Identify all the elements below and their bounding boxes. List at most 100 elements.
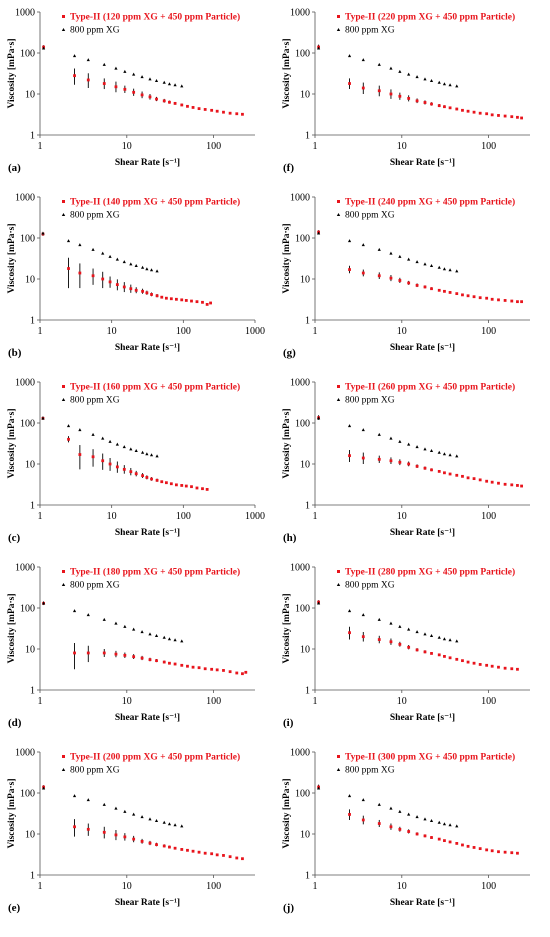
type2-point <box>423 650 427 654</box>
type2-point <box>174 297 178 301</box>
y-tick-label: 100 <box>295 419 310 430</box>
legend-type2-marker <box>62 570 65 573</box>
xg800-point <box>86 58 90 62</box>
type2-point <box>78 453 82 456</box>
xg800-point <box>389 251 393 255</box>
xg800-point <box>415 815 419 819</box>
y-tick-label: 1000 <box>15 8 35 19</box>
type2-point <box>195 300 199 304</box>
xg800-point <box>122 445 126 449</box>
y-axis-title: Viscosity [mPa·s] <box>282 778 292 848</box>
type2-point <box>437 837 441 841</box>
legend-type2-label: Type-II (200 ppm XG + 450 ppm Particle) <box>70 752 240 763</box>
type2-point <box>114 833 118 837</box>
type2-point <box>415 832 419 836</box>
type2-point <box>140 839 144 843</box>
legend-type2-label: Type-II (280 ppm XG + 450 ppm Particle) <box>345 567 515 578</box>
y-tick-label: 10 <box>25 275 35 286</box>
type2-point <box>503 114 507 118</box>
legend-type2-label: Type-II (160 ppm XG + 450 ppm Particle) <box>70 382 240 393</box>
type2-point <box>443 654 446 658</box>
x-tick-label: 10 <box>397 141 407 152</box>
type2-point <box>466 109 470 113</box>
xg800-point <box>167 822 172 826</box>
xg800-point <box>114 66 118 70</box>
type2-point <box>129 470 133 474</box>
type2-point <box>197 107 201 111</box>
xg800-point <box>123 809 127 813</box>
type2-point <box>430 652 433 655</box>
type2-point <box>222 110 225 114</box>
type2-point <box>108 280 112 284</box>
x-axis-title: Shear Rate [s⁻¹] <box>115 713 180 723</box>
type2-point <box>73 651 76 655</box>
type2-point <box>173 101 177 105</box>
xg800-point <box>316 231 321 235</box>
xg800-point <box>41 231 45 235</box>
xg800-point <box>86 613 90 617</box>
type2-point <box>203 667 207 671</box>
x-axis-title: Shear Rate [s⁻¹] <box>390 528 455 538</box>
legend-type2-label: Type-II (180 ppm XG + 450 ppm Particle) <box>70 567 240 578</box>
xg800-point <box>442 637 447 641</box>
type2-point <box>448 106 452 110</box>
type2-point <box>510 483 514 487</box>
legend-type2-marker <box>62 755 65 758</box>
type2-point <box>448 472 452 476</box>
type2-point <box>210 667 214 671</box>
xg800-point <box>361 613 365 617</box>
y-tick-label: 1 <box>305 686 310 697</box>
xg800-point <box>167 82 172 86</box>
type2-point <box>485 296 489 300</box>
y-tick-label: 1 <box>30 686 35 697</box>
xg800-point <box>41 416 45 420</box>
type2-point <box>67 267 70 270</box>
xg800-point <box>361 798 365 802</box>
xg800-point <box>180 639 184 643</box>
y-tick-label: 10 <box>25 460 35 471</box>
legend-type2-label: Type-II (240 ppm XG + 450 ppm Particle) <box>345 197 515 208</box>
panel-letter: (c) <box>8 532 21 544</box>
type2-point <box>443 471 446 475</box>
xg800-point <box>377 62 381 66</box>
type2-point <box>145 291 149 295</box>
y-tick-label: 10 <box>300 90 310 101</box>
xg800-point <box>173 823 177 827</box>
xg800-point <box>148 817 152 821</box>
type2-point <box>132 837 136 841</box>
xg800-point <box>173 638 177 642</box>
xg800-point <box>389 806 393 810</box>
xg800-point <box>377 247 381 251</box>
xg800-point <box>140 265 145 269</box>
type2-point <box>455 292 459 296</box>
xg800-point <box>316 416 321 420</box>
type2-point <box>123 87 127 91</box>
type2-point <box>108 462 112 466</box>
type2-point <box>155 843 158 847</box>
xg800-point <box>442 822 447 826</box>
type2-point <box>455 473 459 477</box>
xg800-point <box>455 824 459 828</box>
type2-point <box>203 108 207 111</box>
xg800-point <box>437 820 441 824</box>
type2-point <box>190 299 193 303</box>
panel-letter: (e) <box>8 902 21 914</box>
type2-point <box>407 462 411 466</box>
type2-point <box>148 95 152 99</box>
x-tick-label: 1 <box>313 511 318 522</box>
legend-xg-marker <box>61 398 66 401</box>
xg800-point <box>167 637 172 641</box>
xg800-point <box>398 254 402 258</box>
type2-point <box>348 813 351 816</box>
xg800-point <box>398 624 402 628</box>
type2-point <box>377 274 381 278</box>
type2-point <box>160 480 164 484</box>
y-tick-label: 1 <box>305 501 310 512</box>
type2-point <box>122 285 126 289</box>
xg800-point <box>429 818 434 822</box>
y-tick-label: 1000 <box>290 563 310 574</box>
xg800-point <box>377 432 381 436</box>
x-tick-label: 100 <box>206 141 221 152</box>
y-axis-title: Viscosity [mPa·s] <box>282 223 292 293</box>
